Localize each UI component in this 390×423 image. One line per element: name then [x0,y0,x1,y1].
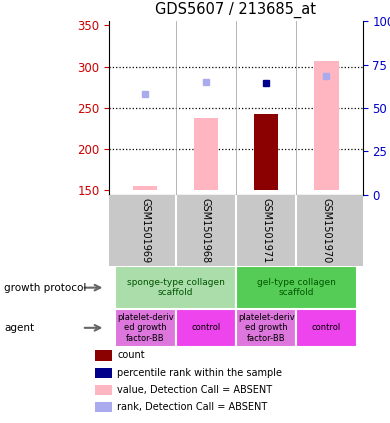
Text: control: control [312,323,341,332]
Text: value, Detection Call = ABSENT: value, Detection Call = ABSENT [117,385,272,395]
Text: GSM1501969: GSM1501969 [140,198,151,263]
Bar [115,309,176,347]
Bar [95,402,112,412]
Bar [314,61,339,190]
Bar [236,266,357,309]
Text: GSM1501970: GSM1501970 [321,198,331,263]
Text: agent: agent [4,323,34,333]
Text: count: count [117,351,145,360]
Bar [194,118,218,190]
Bar [95,385,112,395]
Text: sponge-type collagen
scaffold: sponge-type collagen scaffold [127,278,225,297]
Bar [133,186,158,190]
Text: GSM1501968: GSM1501968 [201,198,211,263]
Bar [254,114,278,190]
Text: GSM1501971: GSM1501971 [261,198,271,263]
Text: percentile rank within the sample: percentile rank within the sample [117,368,282,378]
Bar [95,350,112,360]
Bar [115,266,236,309]
Bar [176,309,236,347]
Text: rank, Detection Call = ABSENT: rank, Detection Call = ABSENT [117,402,267,412]
Text: growth protocol: growth protocol [4,283,86,293]
Bar [296,309,357,347]
Text: platelet-deriv
ed growth
factor-BB: platelet-deriv ed growth factor-BB [238,313,294,343]
Bar [95,368,112,378]
Title: GDS5607 / 213685_at: GDS5607 / 213685_at [156,2,316,19]
Text: gel-type collagen
scaffold: gel-type collagen scaffold [257,278,336,297]
Bar [236,309,296,347]
Text: platelet-deriv
ed growth
factor-BB: platelet-deriv ed growth factor-BB [117,313,174,343]
Text: control: control [191,323,220,332]
